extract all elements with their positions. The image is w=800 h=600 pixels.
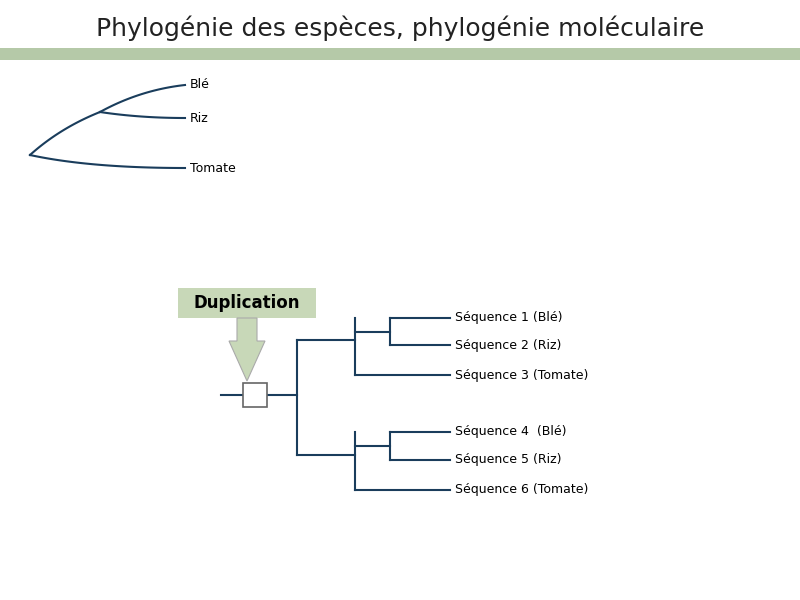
Text: Tomate: Tomate xyxy=(190,161,236,175)
Bar xyxy=(243,383,267,407)
Text: Phylogénie des espèces, phylogénie moléculaire: Phylogénie des espèces, phylogénie moléc… xyxy=(96,15,704,41)
Text: Séquence 5 (Riz): Séquence 5 (Riz) xyxy=(455,454,562,467)
Text: Séquence 1 (Blé): Séquence 1 (Blé) xyxy=(455,311,562,325)
Text: Séquence 6 (Tomate): Séquence 6 (Tomate) xyxy=(455,484,588,497)
Bar xyxy=(178,288,316,318)
Polygon shape xyxy=(229,318,265,381)
Text: Duplication: Duplication xyxy=(194,294,300,312)
Text: Séquence 4  (Blé): Séquence 4 (Blé) xyxy=(455,425,566,439)
Text: Riz: Riz xyxy=(190,112,209,124)
Text: Blé: Blé xyxy=(190,79,210,91)
Text: Séquence 3 (Tomate): Séquence 3 (Tomate) xyxy=(455,368,588,382)
Bar xyxy=(0,48,800,60)
Text: Séquence 2 (Riz): Séquence 2 (Riz) xyxy=(455,338,562,352)
